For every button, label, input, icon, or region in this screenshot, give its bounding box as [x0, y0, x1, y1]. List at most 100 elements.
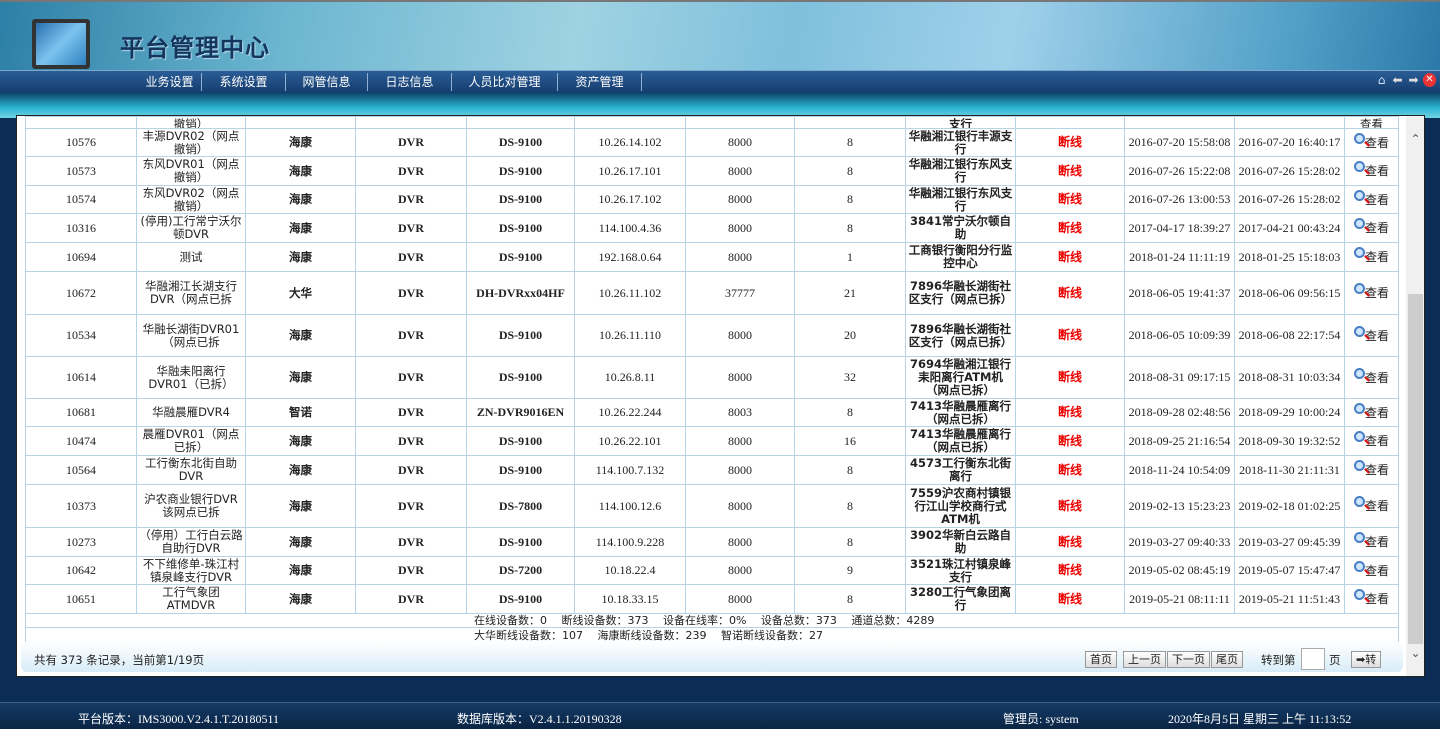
view-action[interactable]: 查看 [1344, 556, 1399, 585]
channel-count: 20 [794, 314, 906, 357]
view-action[interactable]: 查看 [1344, 271, 1399, 315]
model: DS-9100 [466, 455, 575, 485]
view-action[interactable]: 查看 [1344, 314, 1399, 357]
status: 断线 [1015, 484, 1125, 528]
forward-arrow-icon[interactable]: ➡ [1408, 73, 1419, 87]
update-time: 2019-05-21 11:51:43 [1234, 584, 1345, 614]
view-action[interactable]: 查看 [1344, 398, 1399, 427]
channel-count: 8 [794, 484, 906, 528]
model: DH-DVRxx04HF [466, 271, 575, 315]
device-id: 10373 [25, 484, 137, 528]
device-name: 东风DVR01（网点撤销） [136, 156, 246, 186]
page-label: 页 [1329, 653, 1341, 667]
view-button[interactable]: 查看 [1353, 283, 1389, 300]
offline-time: 2017-04-17 18:39:27 [1124, 213, 1235, 243]
current-datetime: 2020年8月5日 星期三 上午 11:13:52 [1168, 712, 1352, 726]
view-button[interactable]: 查看 [1353, 325, 1389, 343]
close-icon[interactable]: ✕ [1423, 73, 1436, 87]
ip-address: 10.26.22.244 [574, 398, 686, 427]
view-action[interactable]: 查看 [1344, 185, 1399, 214]
view-button[interactable]: 查看 [1353, 589, 1389, 606]
port: 8000 [685, 426, 795, 456]
scrollbar-thumb[interactable] [1408, 294, 1423, 644]
home-icon[interactable]: ⌂ [1377, 73, 1386, 87]
status: 断线 [1015, 128, 1125, 157]
offline-time: 2018-11-24 10:54:09 [1124, 455, 1235, 485]
view-action[interactable]: 查看 [1344, 213, 1399, 243]
update-time: 2018-08-31 10:03:34 [1234, 356, 1345, 399]
view-button[interactable]: 查看 [1353, 367, 1389, 385]
vertical-scrollbar[interactable]: ⌃ ⌄ [1406, 116, 1424, 676]
view-button[interactable]: 查看 [1353, 402, 1389, 420]
nav-log-info[interactable]: 日志信息 [368, 73, 452, 91]
nav-business-settings[interactable]: 业务设置 [138, 73, 202, 91]
update-time: 2018-09-30 19:32:52 [1234, 426, 1345, 456]
port: 8000 [685, 484, 795, 528]
prev-page-button[interactable]: 上一页 [1123, 651, 1166, 668]
view-action[interactable]: 查看 [1344, 426, 1399, 456]
port: 8000 [685, 584, 795, 614]
view-button[interactable]: 查看 [1353, 431, 1389, 448]
device-id: 10694 [25, 242, 137, 272]
view-action[interactable]: 查看 [1344, 455, 1399, 485]
view-action[interactable]: 查看 [1344, 356, 1399, 399]
model: DS-7800 [466, 484, 575, 528]
first-page-button[interactable]: 首页 [1085, 651, 1117, 668]
last-page-button[interactable]: 尾页 [1211, 651, 1243, 668]
ip-address: 10.26.8.11 [574, 356, 686, 399]
device-type: DVR [355, 356, 467, 399]
main-nav: 业务设置 系统设置 网管信息 日志信息 人员比对管理 资产管理 ⌂ ⬅ ➡ ✕ [0, 70, 1440, 92]
view-action[interactable]: 查看 [1344, 584, 1399, 614]
back-arrow-icon[interactable]: ⬅ [1392, 73, 1403, 87]
table-row: 10534 华融长湖街DVR01（网点已拆 海康 DVR DS-9100 10.26.11… [25, 314, 1399, 357]
view-action[interactable]: 查看 [1344, 242, 1399, 272]
view-button[interactable]: 查看 [1353, 161, 1389, 178]
scroll-down-icon[interactable]: ⌄ [1410, 646, 1421, 660]
scroll-up-icon[interactable]: ⌃ [1410, 132, 1421, 146]
nav-asset-management[interactable]: 资产管理 [558, 73, 642, 91]
view-button[interactable]: 查看 [1353, 460, 1389, 477]
view-button[interactable]: 查看 [1353, 496, 1389, 513]
view-button[interactable]: 查看 [1353, 247, 1389, 264]
nav-network-info[interactable]: 网管信息 [286, 73, 368, 91]
manufacturer: 海康 [245, 556, 356, 585]
go-button[interactable]: ➡转 [1351, 651, 1382, 668]
view-label: 查看 [1364, 499, 1389, 513]
device-type: DVR [355, 527, 467, 557]
status: 断线 [1015, 584, 1125, 614]
device-name: 华融湘江长湖支行DVR（网点已拆 [136, 271, 246, 315]
device-id: 10574 [25, 185, 137, 214]
view-button[interactable]: 查看 [1353, 132, 1389, 150]
next-page-button[interactable]: 下一页 [1167, 651, 1210, 668]
device-totals: 在线设备数：0 断线设备数：373 设备在线率：0% 设备总数：373 通道总数… [25, 613, 1399, 628]
nav-person-compare[interactable]: 人员比对管理 [452, 73, 558, 91]
view-label: 查看 [1364, 286, 1389, 300]
port: 8000 [685, 527, 795, 557]
magnifier-icon [1353, 589, 1365, 600]
view-button[interactable]: 查看 [1353, 560, 1389, 578]
view-action[interactable]: 查看 [1344, 156, 1399, 186]
device-id: 10681 [25, 398, 137, 427]
channel-count: 8 [794, 527, 906, 557]
table-row: 10694 测试 海康 DVR DS-9100 192.168.0.64 8000 1 工商银行… [25, 242, 1399, 272]
goto-page-input[interactable] [1301, 648, 1325, 670]
channel-count: 21 [794, 271, 906, 315]
update-time: 2018-01-25 15:18:03 [1234, 242, 1345, 272]
model: DS-9100 [466, 213, 575, 243]
nav-system-settings[interactable]: 系统设置 [202, 73, 286, 91]
channel-count: 8 [794, 213, 906, 243]
view-button[interactable]: 查看 [1353, 218, 1389, 235]
table-row: 10564 工行衡东北街自助DVR 海康 DVR DS-9100 114.100.7.13… [25, 455, 1399, 485]
device-list-panel: 撤销） 支行 查看 10576 丰源DVR02（网点撤销） 海康 DVR DS-9100 1… [16, 115, 1425, 677]
view-action[interactable]: 查看 [1344, 484, 1399, 528]
view-action[interactable]: 查看 [1344, 527, 1399, 557]
view-button[interactable]: 查看 [1353, 189, 1389, 207]
view-action[interactable]: 查看 [1344, 128, 1399, 157]
device-name: 华融长湖街DVR01（网点已拆 [136, 314, 246, 357]
view-label: 查看 [1364, 370, 1389, 385]
organization: 7413华融晨雁离行（网点已拆） [905, 426, 1016, 456]
view-button[interactable]: 查看 [1353, 532, 1389, 549]
update-time: 2019-03-27 09:45:39 [1234, 527, 1345, 557]
model: DS-7200 [466, 556, 575, 585]
port: 8003 [685, 398, 795, 427]
